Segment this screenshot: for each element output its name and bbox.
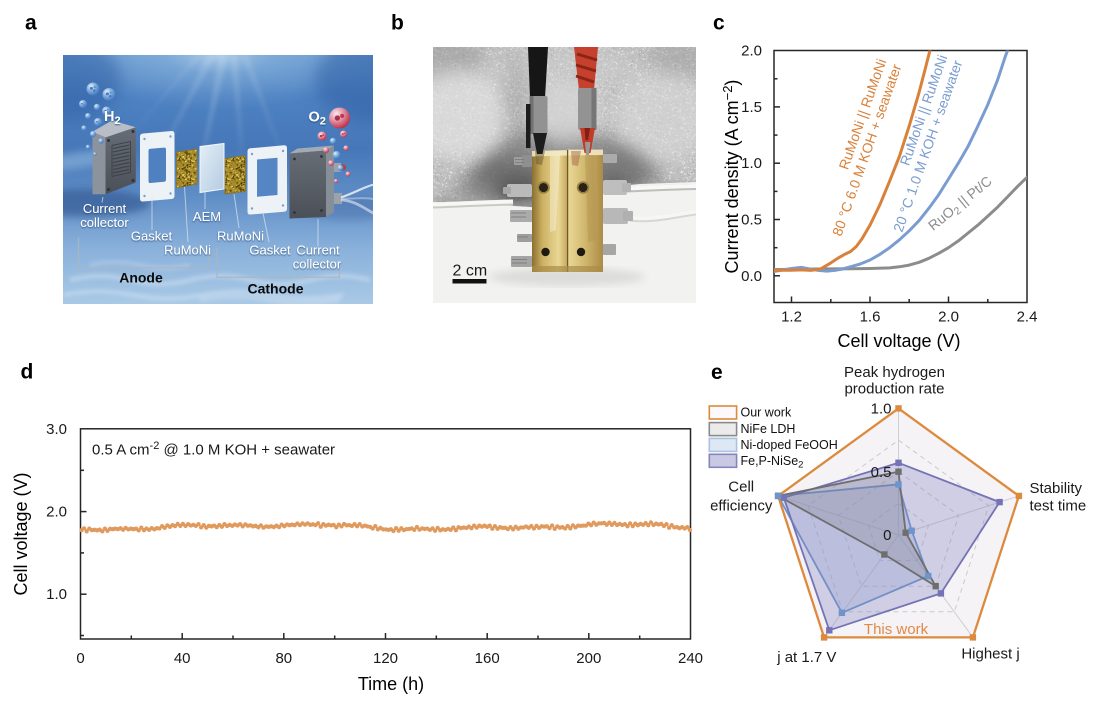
svg-text:2.4: 2.4: [1017, 309, 1038, 326]
svg-text:c: c: [713, 12, 725, 35]
svg-text:1.2: 1.2: [781, 309, 802, 326]
svg-text:e: e: [711, 361, 723, 384]
svg-text:Current: Current: [296, 243, 340, 258]
svg-text:RuMoNi: RuMoNi: [164, 243, 211, 258]
svg-text:1.5: 1.5: [741, 99, 762, 116]
svg-text:Anode: Anode: [119, 270, 163, 286]
svg-text:0: 0: [883, 527, 891, 544]
svg-text:Ni-doped FeOOH: Ni-doped FeOOH: [741, 438, 838, 452]
svg-text:2.0: 2.0: [938, 309, 959, 326]
svg-text:3.0: 3.0: [46, 421, 67, 438]
svg-text:1.0: 1.0: [871, 401, 892, 418]
svg-text:Current: Current: [83, 201, 127, 216]
svg-text:Cell voltage (V): Cell voltage (V): [837, 331, 960, 351]
svg-text:d: d: [21, 361, 34, 384]
svg-text:2 cm: 2 cm: [453, 263, 488, 280]
svg-text:This work: This work: [864, 621, 929, 638]
svg-text:120: 120: [373, 650, 398, 667]
svg-text:0.0: 0.0: [741, 268, 762, 285]
svg-text:0.5: 0.5: [871, 464, 892, 481]
svg-text:Fe,P-NiSe2: Fe,P-NiSe2: [741, 454, 804, 471]
svg-text:Gasket: Gasket: [131, 229, 173, 244]
svg-text:1.6: 1.6: [860, 309, 881, 326]
svg-text:b: b: [391, 12, 404, 35]
svg-text:AEM: AEM: [193, 209, 221, 224]
svg-text:1.0: 1.0: [46, 586, 67, 603]
svg-text:j at 1.7 V: j at 1.7 V: [776, 649, 836, 666]
svg-text:0.5: 0.5: [741, 212, 762, 229]
svg-text:1.0: 1.0: [741, 155, 762, 172]
svg-text:NiFe LDH: NiFe LDH: [741, 422, 796, 436]
svg-text:240: 240: [678, 650, 703, 667]
svg-text:a: a: [25, 12, 37, 35]
svg-text:Cathode: Cathode: [248, 281, 304, 297]
svg-text:Peak hydrogen: Peak hydrogen: [844, 364, 945, 381]
svg-text:40: 40: [174, 650, 191, 667]
svg-text:collector: collector: [293, 257, 342, 272]
svg-text:0: 0: [76, 650, 84, 667]
svg-text:0.5 A cm-2 @ 1.0 M KOH + seawa: 0.5 A cm-2 @ 1.0 M KOH + seawater: [92, 440, 335, 459]
svg-text:Cell voltage (V): Cell voltage (V): [11, 472, 31, 595]
svg-text:collector: collector: [80, 215, 129, 230]
svg-text:Time (h): Time (h): [358, 674, 424, 694]
svg-text:efficiency: efficiency: [710, 498, 773, 515]
svg-text:Cell: Cell: [728, 479, 754, 496]
svg-text:Highest j: Highest j: [961, 646, 1019, 663]
svg-text:80: 80: [275, 650, 292, 667]
svg-text:200: 200: [576, 650, 601, 667]
svg-text:Current density (A cm−2): Current density (A cm−2): [720, 80, 742, 274]
svg-text:160: 160: [475, 650, 500, 667]
svg-text:2.0: 2.0: [741, 43, 762, 60]
svg-text:test time: test time: [1030, 498, 1087, 515]
svg-text:Stability: Stability: [1030, 480, 1083, 497]
svg-text:production rate: production rate: [844, 381, 944, 398]
svg-text:RuMoNi: RuMoNi: [217, 229, 264, 244]
svg-text:2.0: 2.0: [46, 504, 67, 521]
svg-text:Our work: Our work: [741, 406, 792, 420]
svg-text:Gasket: Gasket: [249, 243, 291, 258]
